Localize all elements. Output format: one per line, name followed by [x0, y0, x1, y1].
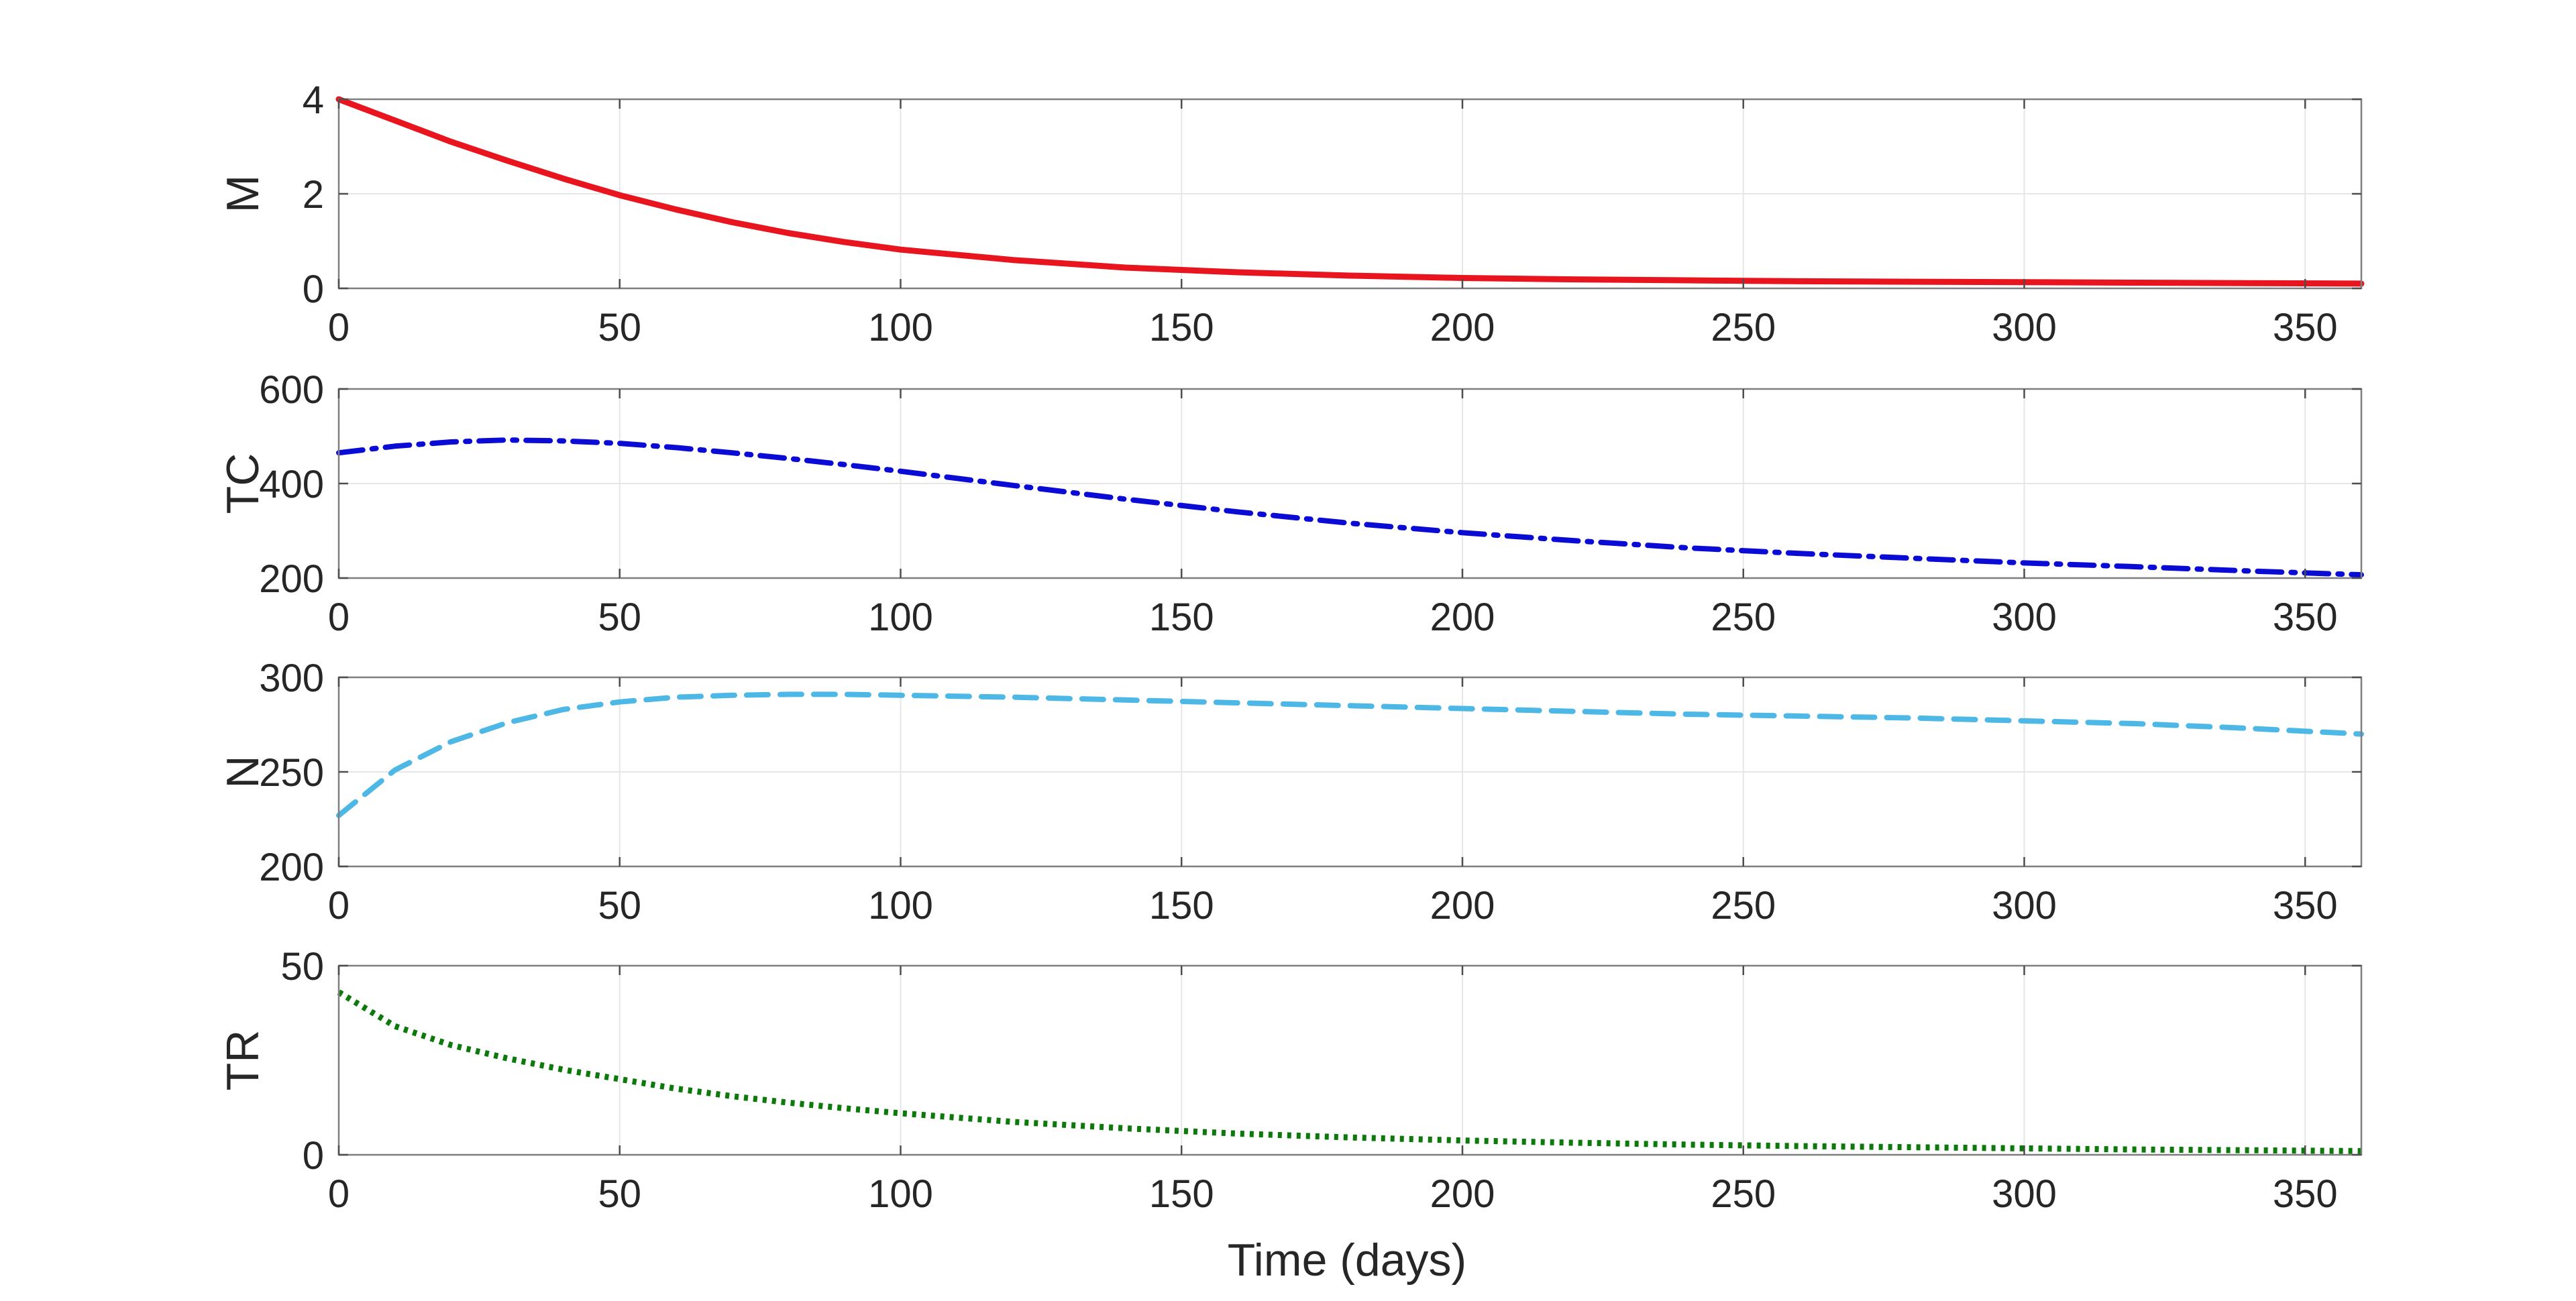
y-tick-label: 600: [259, 368, 324, 412]
plot-area-border: [337, 964, 2363, 1156]
x-tick-label: 0: [328, 884, 350, 927]
y-axis-label: TC: [217, 453, 268, 514]
x-tick-label: 0: [328, 1172, 350, 1216]
y-tick-label: 250: [259, 751, 324, 795]
x-tick-label: 350: [2273, 884, 2338, 927]
x-tick-label: 150: [1149, 596, 1214, 639]
x-tick-label: 200: [1430, 884, 1495, 927]
x-tick-label: 100: [868, 1172, 933, 1216]
y-tick-label: 2: [303, 173, 324, 217]
x-tick-label: 350: [2273, 306, 2338, 349]
y-axis-label: N: [217, 755, 268, 788]
x-tick-label: 300: [1992, 596, 2057, 639]
subplot-m: 0 50 100 150 200 250 300 350 0 2 4 M: [217, 78, 2365, 349]
x-tick-label: 300: [1992, 884, 2057, 927]
series-line-n: [336, 691, 2364, 818]
x-tick-label: 100: [868, 306, 933, 349]
subplot-n: 0 50 100 150 200 250 300 350 200 250 300 N: [217, 657, 2364, 927]
x-tick-label: 200: [1430, 596, 1495, 639]
x-tick-label: 300: [1992, 306, 2057, 349]
x-tick-label: 250: [1711, 1172, 1776, 1216]
x-axis-label: Time (days): [1228, 1235, 1466, 1286]
x-tick-label: 350: [2273, 1172, 2338, 1216]
series-line-m: [335, 96, 2365, 287]
y-axis-label: TR: [217, 1030, 268, 1091]
y-tick-label: 4: [303, 78, 324, 122]
x-tick-label: 0: [328, 306, 350, 349]
y-tick-label: 200: [259, 557, 324, 601]
y-tick-label: 50: [280, 945, 324, 988]
x-tick-label: 0: [328, 596, 350, 639]
y-tick-label: 0: [303, 1134, 324, 1178]
x-tick-label: 350: [2273, 596, 2338, 639]
x-tick-label: 250: [1711, 306, 1776, 349]
x-tick-label: 200: [1430, 1172, 1495, 1216]
y-axis-label: M: [217, 175, 268, 213]
x-tick-label: 50: [598, 596, 641, 639]
y-tick-label: 0: [303, 268, 324, 311]
x-tick-label: 300: [1992, 1172, 2057, 1216]
y-tick-label: 400: [259, 463, 324, 506]
x-tick-label: 50: [598, 884, 641, 927]
series-line-tc: [336, 437, 2364, 578]
subplot-tr: 0 50 100 150 200 250 300 350 0 50 TR: [217, 945, 2363, 1216]
y-tick-label: 200: [259, 846, 324, 889]
x-tick-label: 250: [1711, 596, 1776, 639]
x-tick-label: 150: [1149, 884, 1214, 927]
subplot-tc: 0 50 100 150 200 250 300 350 200 400 600 TC: [217, 368, 2364, 639]
x-tick-label: 250: [1711, 884, 1776, 927]
y-tick-label: 300: [259, 657, 324, 700]
x-tick-label: 150: [1149, 306, 1214, 349]
x-tick-label: 200: [1430, 306, 1495, 349]
x-tick-label: 50: [598, 306, 641, 349]
x-tick-label: 100: [868, 884, 933, 927]
x-tick-label: 100: [868, 596, 933, 639]
x-tick-label: 50: [598, 1172, 641, 1216]
x-tick-label: 150: [1149, 1172, 1214, 1216]
